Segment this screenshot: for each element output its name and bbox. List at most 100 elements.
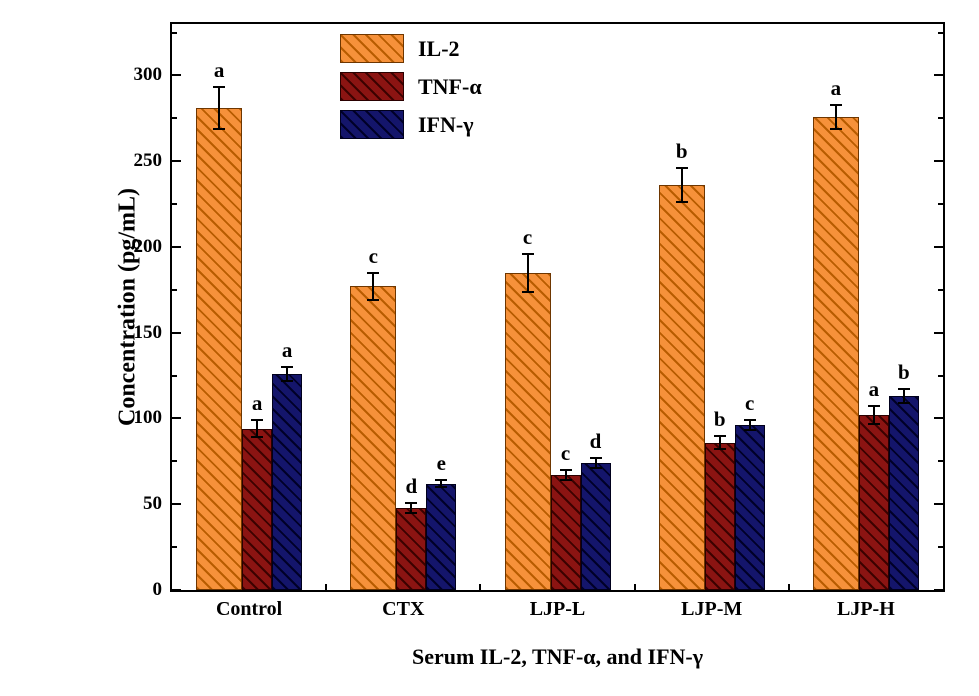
error-bar <box>526 253 529 292</box>
legend-item: IFN-γ <box>340 110 482 139</box>
legend-swatch <box>340 34 404 63</box>
y-major-tick <box>172 160 181 163</box>
bar <box>396 507 427 590</box>
bar <box>812 116 859 590</box>
error-bar-cap-top <box>829 103 842 106</box>
error-bar-cap-bottom <box>897 402 910 405</box>
legend-label: IL-2 <box>418 35 460 61</box>
bar <box>350 286 397 590</box>
y-minor-tick <box>172 117 177 120</box>
error-bar-cap-top <box>743 419 756 422</box>
legend-label: TNF-α <box>418 73 482 99</box>
x-boundary-tick <box>787 584 790 590</box>
error-bar-cap-top <box>675 167 688 170</box>
y-tick-label: 50 <box>143 493 162 515</box>
legend-swatch <box>340 110 404 139</box>
y-major-tick-right <box>934 417 943 420</box>
error-bar <box>718 435 721 450</box>
bar <box>734 425 765 590</box>
y-major-tick-right <box>934 160 943 163</box>
y-minor-tick <box>172 31 177 34</box>
y-major-tick <box>172 74 181 77</box>
error-bar-cap-bottom <box>743 429 756 432</box>
sig-letter: c <box>368 243 378 268</box>
legend-item: IL-2 <box>340 34 482 63</box>
x-tick-label: LJP-L <box>529 598 586 620</box>
error-bar <box>902 389 905 404</box>
bar <box>242 428 273 590</box>
x-boundary-tick <box>325 584 328 590</box>
y-major-tick-right <box>934 589 943 591</box>
error-bar <box>872 406 875 424</box>
bar <box>272 373 303 590</box>
error-bar-cap-top <box>367 271 380 274</box>
error-bar-cap-bottom <box>829 127 842 130</box>
sig-letter: c <box>745 391 755 416</box>
sig-letter: a <box>830 75 842 100</box>
sig-letter: d <box>405 473 418 498</box>
legend-label: IFN-γ <box>418 111 474 137</box>
sig-letter: c <box>522 224 533 249</box>
x-tick-label: Control <box>215 598 283 620</box>
error-bar-cap-top <box>281 366 294 369</box>
bar <box>580 463 611 590</box>
sig-letter: a <box>251 391 263 416</box>
x-tick-label: LJP-M <box>681 598 743 620</box>
error-bar-cap-top <box>713 434 726 437</box>
error-bar <box>564 469 567 481</box>
error-bar-cap-bottom <box>589 467 602 470</box>
y-tick-label: 0 <box>152 579 163 600</box>
y-minor-tick-right <box>938 31 943 34</box>
sig-letter: a <box>868 377 880 402</box>
x-tick-label: LJP-H <box>837 598 895 620</box>
error-bar <box>748 420 751 431</box>
legend-item: TNF-α <box>340 72 482 101</box>
sig-letter: b <box>713 406 726 431</box>
sig-letter: a <box>213 58 225 83</box>
error-bar <box>680 168 683 203</box>
error-bar <box>256 420 259 438</box>
error-bar-cap-top <box>521 252 534 255</box>
y-minor-tick-right <box>938 546 943 549</box>
y-minor-tick <box>172 374 177 377</box>
bar <box>550 475 581 590</box>
y-major-tick <box>172 331 181 334</box>
y-minor-tick-right <box>938 374 943 377</box>
y-major-tick <box>172 245 181 248</box>
error-bar <box>594 457 597 469</box>
x-tick-label: CTX <box>382 598 425 620</box>
sig-letter: b <box>898 360 910 385</box>
bar <box>196 108 243 590</box>
error-bar-cap-top <box>897 388 910 391</box>
error-bar-cap-top <box>405 501 418 504</box>
y-tick-label: 200 <box>133 235 163 257</box>
error-bar-cap-bottom <box>213 127 226 130</box>
y-tick-label: 100 <box>133 407 163 429</box>
x-boundary-tick <box>479 584 482 590</box>
error-bar-cap-bottom <box>281 379 294 382</box>
error-bar-cap-bottom <box>251 436 264 439</box>
legend-swatch <box>340 72 404 101</box>
y-minor-tick-right <box>938 117 943 120</box>
sig-letter: e <box>436 451 446 476</box>
error-bar <box>286 367 289 381</box>
bar <box>426 483 457 590</box>
y-minor-tick <box>172 288 177 291</box>
y-major-tick-right <box>934 74 943 77</box>
error-bar-cap-bottom <box>675 201 688 204</box>
error-bar-cap-bottom <box>713 448 726 451</box>
error-bar-cap-bottom <box>559 479 572 482</box>
y-minor-tick <box>172 546 177 549</box>
sig-letter: b <box>675 139 688 164</box>
bar <box>858 415 889 590</box>
error-bar-cap-top <box>589 456 602 459</box>
bar <box>658 185 705 590</box>
error-bar-cap-bottom <box>867 422 880 425</box>
y-tick-label: 300 <box>133 64 163 86</box>
x-boundary-tick <box>633 584 636 590</box>
y-minor-tick <box>172 460 177 463</box>
x-axis-title: Serum IL-2, TNF-α, and IFN-γ <box>411 644 704 669</box>
bar <box>704 442 735 590</box>
y-minor-tick-right <box>938 203 943 206</box>
